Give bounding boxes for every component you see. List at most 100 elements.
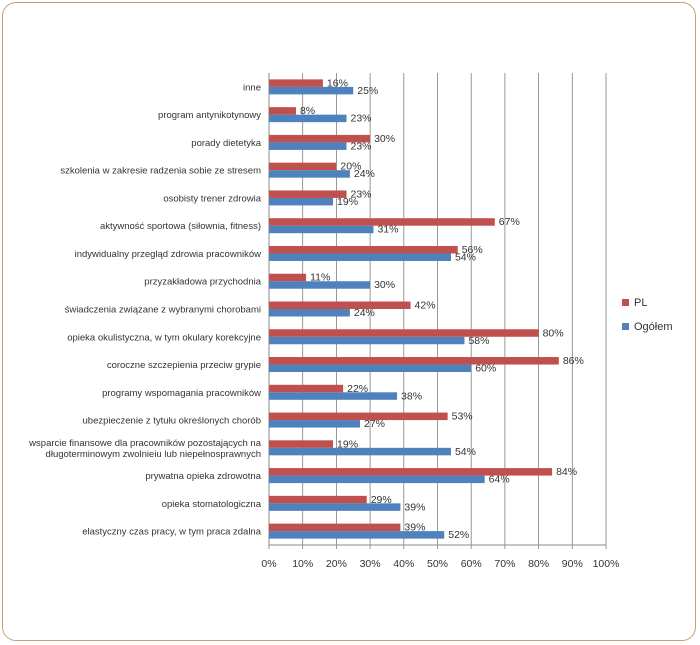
x-tick-label: 30%	[360, 558, 381, 570]
data-label: 22%	[347, 383, 368, 395]
x-tick-label: 100%	[593, 558, 620, 570]
x-tick-label: 70%	[494, 558, 515, 570]
bar-ogolem	[269, 392, 398, 400]
data-label: 23%	[351, 188, 372, 200]
data-label: 24%	[354, 307, 375, 319]
bar-ogolem	[269, 475, 485, 484]
bar-ogolem	[269, 281, 371, 289]
data-label: 53%	[452, 411, 473, 423]
data-label: 30%	[374, 133, 395, 145]
bar-ogolem	[269, 447, 451, 456]
bar-ogolem	[269, 253, 451, 261]
data-label: 67%	[499, 216, 520, 228]
bar-ogolem	[269, 142, 347, 150]
x-tick-label: 10%	[292, 558, 313, 570]
legend-label: PL	[634, 297, 647, 309]
data-label: 54%	[455, 251, 476, 263]
category-label: szkolenia w zakresie radzenia sobie ze s…	[60, 166, 261, 177]
category-label: program antynikotynowy	[158, 110, 261, 121]
data-label: 52%	[448, 529, 469, 541]
category-label: przyzakładowa przychodnia	[144, 277, 261, 288]
legend-label: Ogółem	[634, 321, 673, 333]
bar-pl	[269, 495, 367, 504]
category-label: prywatna opieka zdrowotna	[145, 471, 261, 482]
data-label: 8%	[300, 105, 315, 117]
bar-pl	[269, 162, 337, 171]
bar-ogolem	[269, 420, 360, 428]
data-label: 23%	[351, 113, 372, 125]
bar-ogolem	[269, 309, 350, 317]
data-label: 16%	[327, 77, 348, 89]
bar-pl	[269, 412, 448, 421]
data-label: 25%	[357, 85, 378, 97]
category-label: ubezpieczenie z tytułu określonych choró…	[83, 416, 262, 427]
bar-ogolem	[269, 225, 374, 234]
bar-pl	[269, 107, 296, 115]
x-tick-label: 80%	[528, 558, 549, 570]
x-tick-label: 0%	[261, 558, 276, 570]
bar-pl	[269, 218, 495, 226]
bar-pl	[269, 440, 334, 448]
bar-ogolem	[269, 531, 445, 539]
x-tick-label: 90%	[562, 558, 583, 570]
bar-ogolem	[269, 336, 465, 345]
data-label: 42%	[415, 300, 436, 312]
category-label: wsparcie finansowe dla pracowników pozos…	[28, 438, 262, 449]
data-label: 39%	[404, 501, 425, 513]
data-label: 84%	[556, 466, 577, 478]
bar-ogolem	[269, 197, 334, 206]
x-tick-label: 50%	[427, 558, 448, 570]
category-label: programy wspomagania pracowników	[102, 388, 261, 399]
data-label: 19%	[337, 438, 358, 450]
legend-swatch-ogolem	[622, 323, 629, 330]
data-label: 80%	[543, 327, 564, 339]
category-label: porady dietetyka	[191, 138, 261, 149]
data-label: 27%	[364, 418, 385, 430]
category-label: osobisty trener zdrowia	[163, 193, 261, 204]
category-label: aktywność sportowa (siłownia, fitness)	[100, 221, 261, 232]
data-label: 31%	[377, 224, 398, 236]
data-label: 56%	[462, 244, 483, 256]
category-label: długoterminowym zwolnieiu lub niepełnosp…	[46, 449, 261, 460]
data-label: 30%	[374, 279, 395, 291]
bar-pl	[269, 301, 411, 309]
category-label: inne	[243, 82, 261, 93]
bar-pl	[269, 273, 307, 282]
data-label: 54%	[455, 446, 476, 458]
category-labels: inne program antynikotynowy porady dietety…	[28, 82, 262, 537]
bar-pl	[269, 523, 401, 532]
x-axis-ticks: 0% 10% 20% 30% 40% 50% 60% 70% 80% 90% 100%	[261, 558, 619, 570]
data-label: 64%	[489, 474, 510, 486]
category-label: opieka okulistyczna, w tym okulary korek…	[67, 332, 261, 343]
data-label: 58%	[468, 335, 489, 347]
bar-pl	[269, 190, 347, 198]
data-label: 20%	[340, 161, 361, 173]
x-tick-label: 60%	[461, 558, 482, 570]
data-labels: 16%25%8%23%30%23%20%24%23%19%67%31%56%54…	[300, 77, 584, 541]
bar-pl	[269, 79, 323, 87]
legend: PL Ogółem	[622, 297, 673, 333]
data-label: 38%	[401, 390, 422, 402]
data-label: 29%	[371, 494, 392, 506]
data-label: 24%	[354, 168, 375, 180]
bar-ogolem	[269, 364, 472, 373]
legend-swatch-pl	[622, 299, 629, 306]
bar-ogolem	[269, 503, 401, 511]
bar-ogolem	[269, 86, 354, 95]
data-label: 11%	[310, 272, 330, 284]
category-label: opieka stomatologiczna	[162, 499, 262, 510]
data-label: 23%	[351, 140, 372, 152]
x-tick-label: 40%	[393, 558, 414, 570]
category-label: indywidualny przegląd zdrowia pracownikó…	[75, 249, 262, 260]
category-label: elastyczny czas pracy, w tym praca zdaln…	[82, 527, 262, 538]
bar-pl	[269, 329, 539, 337]
bar-ogolem	[269, 170, 350, 178]
bar-pl	[269, 245, 458, 254]
category-label: coroczne szczepienia przeciw grypie	[107, 360, 261, 371]
data-label: 19%	[337, 196, 358, 208]
x-tick-label: 20%	[326, 558, 347, 570]
bar-pl	[269, 134, 371, 143]
bar-pl	[269, 468, 553, 476]
data-label: 39%	[404, 522, 425, 534]
